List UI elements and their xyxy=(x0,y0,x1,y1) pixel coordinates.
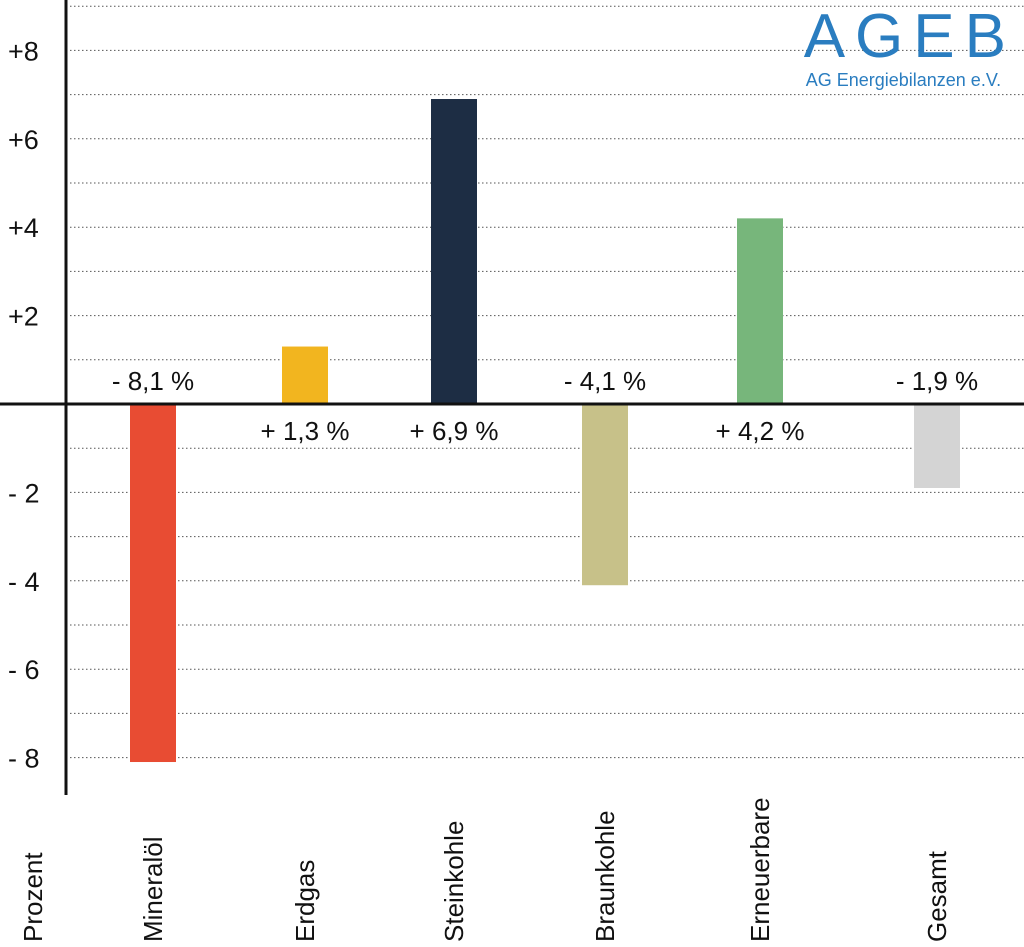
bar xyxy=(431,99,477,405)
bar-value-label: - 8,1 % xyxy=(112,366,194,396)
logo-title: AGEB xyxy=(803,2,1016,71)
bar-value-label: + 6,9 % xyxy=(410,416,499,446)
bar-value-label: + 4,2 % xyxy=(716,416,805,446)
y-tick-label: +2 xyxy=(8,302,39,332)
y-axis-label: Prozent xyxy=(18,852,48,942)
bar xyxy=(130,404,176,763)
category-label: Gesamt xyxy=(922,850,952,942)
bar-value-label: - 1,9 % xyxy=(896,366,978,396)
y-tick-label: - 2 xyxy=(8,478,40,508)
y-tick-label: +4 xyxy=(8,213,39,243)
axes xyxy=(0,0,1024,795)
bar xyxy=(737,218,783,404)
category-label: Steinkohle xyxy=(439,821,469,942)
y-tick-label: - 4 xyxy=(8,567,40,597)
y-tick-labels: +8 +6 +4 +2 - 2 - 4 - 6 - 8 xyxy=(8,36,40,773)
bar-value-label: - 4,1 % xyxy=(564,366,646,396)
category-label: Braunkohle xyxy=(590,810,620,942)
bar xyxy=(582,404,628,586)
logo-subtitle: AG Energiebilanzen e.V. xyxy=(805,70,1002,90)
bar-value-labels: - 8,1 % + 1,3 % + 6,9 % - 4,1 % + 4,2 % - 1,9… xyxy=(112,366,978,446)
y-tick-label: +6 xyxy=(8,125,39,155)
bar xyxy=(914,404,960,488)
bar xyxy=(282,346,328,404)
ageb-logo: AGEB AG Energiebilanzen e.V. xyxy=(803,2,1016,91)
y-tick-label: - 6 xyxy=(8,655,40,685)
y-tick-label: +8 xyxy=(8,36,39,66)
gridlines xyxy=(66,5,1024,759)
bars xyxy=(130,99,960,763)
category-label: Mineralöl xyxy=(138,837,168,943)
category-label: Erdgas xyxy=(290,860,320,942)
category-labels: Mineralöl Erdgas Steinkohle Braunkohle Erneu… xyxy=(138,797,952,942)
category-label: Erneuerbare xyxy=(745,797,775,942)
bar-value-label: + 1,3 % xyxy=(261,416,350,446)
y-tick-label: - 8 xyxy=(8,744,40,774)
